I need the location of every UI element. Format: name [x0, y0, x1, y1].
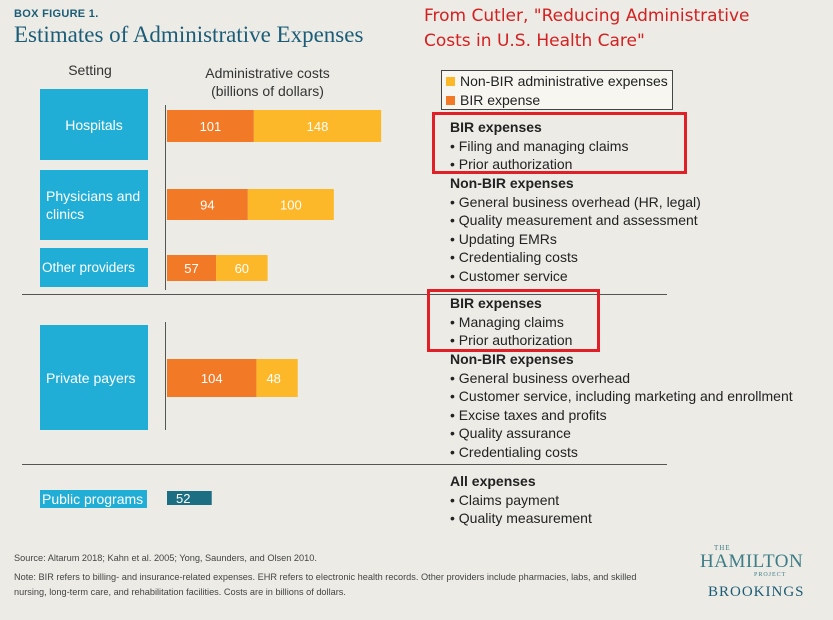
bar-label-bir-hospitals: 101: [200, 119, 222, 134]
legend-swatch-bir: [446, 96, 455, 105]
bar-non-bir-hospitals: [253, 110, 382, 142]
costs-column-header: Administrative costs (billions of dollar…: [190, 64, 345, 100]
group-heading: BIR expenses: [450, 119, 542, 135]
list-item: • Updating EMRs: [450, 230, 557, 247]
bar-bir-private-payers: [167, 359, 257, 397]
list-item: • Filing and managing claims: [450, 137, 629, 154]
provider-bir-expenses: BIR expenses • Filing and managing claim…: [450, 118, 628, 174]
citation-annotation: From Cutler, "Reducing Administrative Co…: [424, 6, 750, 51]
bar-non-bir-physicians-and-clinics: [247, 189, 334, 220]
bar-label-bir-public-programs: 52: [176, 491, 190, 506]
highlight-box-payer-bir: [427, 289, 600, 352]
costs-header-line2: (billions of dollars): [211, 83, 324, 99]
highlight-box-provider-bir: [432, 112, 687, 174]
logo-project: PROJECT: [754, 572, 787, 578]
bar-label-non-bir-hospitals: 148: [307, 119, 329, 134]
bar-bir-public-programs: [167, 491, 212, 505]
public-all-expenses: All expenses • Claims payment • Quality …: [450, 472, 592, 528]
divider-payers-public: [22, 464, 667, 465]
list-item: • Excise taxes and profits: [450, 406, 607, 423]
list-item: • Customer service, including marketing …: [450, 388, 793, 404]
legend-swatch-non-bir: [446, 77, 455, 86]
costs-header-line1: Administrative costs: [205, 65, 330, 81]
divider-providers-payers: [22, 294, 667, 295]
bar-label-non-bir-private-payers: 48: [266, 371, 280, 386]
group-heading: Non-BIR expenses: [450, 175, 574, 191]
bar-bir-hospitals: [167, 110, 254, 142]
list-item: • Credentialing costs: [450, 249, 578, 265]
bar-label-non-bir-other-providers: 60: [235, 261, 249, 276]
footnote: Note: BIR refers to billing- and insuran…: [14, 572, 637, 597]
chart-legend: Non-BIR administrative expenses BIR expe…: [441, 70, 673, 110]
group-heading: All expenses: [450, 473, 536, 489]
payer-axis-line: [165, 322, 166, 430]
payer-non-bir-expenses: Non-BIR expenses • General business over…: [450, 350, 793, 461]
list-item: • Credentialing costs: [450, 443, 578, 460]
setting-column-header: Setting: [68, 62, 112, 78]
bar-non-bir-private-payers: [256, 359, 298, 397]
bar-bir-physicians-and-clinics: [167, 189, 248, 220]
source-note: Source: Altarum 2018; Kahn et al. 2005; …: [14, 553, 317, 563]
list-item: • Prior authorization: [450, 156, 573, 172]
legend-item-bir: BIR expense: [446, 91, 672, 110]
group-heading: BIR expenses: [450, 295, 542, 311]
list-item: • Quality measurement: [450, 510, 592, 526]
bar-label-bir-private-payers: 104: [201, 371, 223, 386]
figure-label: BOX FIGURE 1.: [14, 8, 99, 20]
logo-the: THE: [714, 544, 731, 552]
setting-physicians-clinics: Physicians and clinics: [40, 170, 148, 240]
bar-bir-other-providers: [167, 255, 217, 281]
figure-title: Estimates of Administrative Expenses: [14, 22, 364, 47]
group-heading: Non-BIR expenses: [450, 351, 574, 367]
brookings-logo: BROOKINGS: [708, 584, 805, 600]
legend-item-non-bir: Non-BIR administrative expenses: [446, 72, 672, 91]
list-item: • Customer service: [450, 267, 568, 284]
setting-public-programs: Public programs: [40, 490, 147, 508]
list-item: • General business overhead: [450, 369, 631, 386]
list-item: • Managing claims: [450, 313, 564, 330]
legend-label-non-bir: Non-BIR administrative expenses: [460, 73, 668, 89]
list-item: • General business overhead (HR, legal): [450, 193, 701, 210]
list-item: • Quality assurance: [450, 425, 571, 441]
list-item: • Claims payment: [450, 491, 560, 508]
bar-label-non-bir-physicians-and-clinics: 100: [280, 198, 302, 213]
hamilton-logo: HAMILTON: [700, 551, 804, 572]
bar-label-bir-physicians-and-clinics: 94: [200, 198, 214, 213]
provider-axis-line: [165, 105, 166, 290]
setting-other-providers: Other providers: [40, 248, 148, 287]
provider-non-bir-expenses: Non-BIR expenses • General business over…: [450, 174, 701, 285]
list-item: • Prior authorization: [450, 332, 573, 348]
setting-hospitals: Hospitals: [40, 89, 148, 160]
payer-bir-expenses: BIR expenses • Managing claims • Prior a…: [450, 294, 572, 350]
setting-private-payers: Private payers: [40, 325, 148, 430]
bar-label-bir-other-providers: 57: [184, 261, 198, 276]
legend-label-bir: BIR expense: [460, 92, 541, 108]
bar-non-bir-other-providers: [216, 255, 268, 281]
list-item: • Quality measurement and assessment: [450, 212, 698, 228]
